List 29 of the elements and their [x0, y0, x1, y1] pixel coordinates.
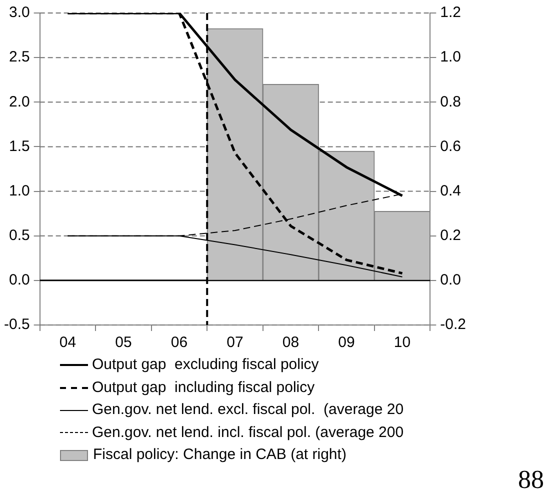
legend-label: Gen.gov. net lend. incl. fiscal pol. (average 200	[92, 424, 404, 440]
x-tick-label: 06	[170, 334, 188, 352]
legend-label: Gen.gov. net lend. excl. fiscal pol. (average 20	[92, 401, 404, 418]
y2-tick-label: 0.6	[440, 138, 462, 155]
x-tick-label: 10	[394, 334, 411, 352]
y2-tick-label: 0.2	[440, 227, 462, 244]
y2-tick-label: 0.8	[440, 93, 462, 110]
y-tick-label: 2.0	[8, 93, 30, 110]
text: 88	[518, 465, 544, 495]
x-tick-label: 09	[338, 334, 355, 352]
y-tick-label: 1.5	[8, 138, 30, 155]
legend-label: Output gap excluding fiscal policy	[92, 356, 319, 373]
x-tick-label: 04	[59, 334, 76, 352]
legend-label: Output gap including fiscal policy	[92, 378, 315, 396]
x-tick-label: 08	[282, 334, 300, 352]
y2-tick-label: 0.4	[440, 182, 462, 200]
legend-label: Fiscal policy: Change in CAB (at right)	[93, 446, 346, 463]
y-tick-label: 1.0	[8, 182, 30, 200]
x-tick-label: 07	[226, 334, 244, 352]
y2-tick-label: 1.0	[440, 48, 462, 66]
y-tick-label: 2.5	[8, 48, 30, 66]
x-tick-label: 05	[115, 334, 132, 352]
y2-tick-label: 0.0	[440, 272, 462, 289]
y-tick-label: 0.0	[8, 272, 30, 289]
y-tick-label: 3.0	[8, 4, 30, 22]
y-tick-label: 0.5	[8, 227, 30, 244]
y2-tick-label: -0.2	[440, 316, 466, 334]
y-tick-label: -0.5	[4, 316, 30, 334]
y2-tick-label: 1.2	[440, 4, 462, 22]
